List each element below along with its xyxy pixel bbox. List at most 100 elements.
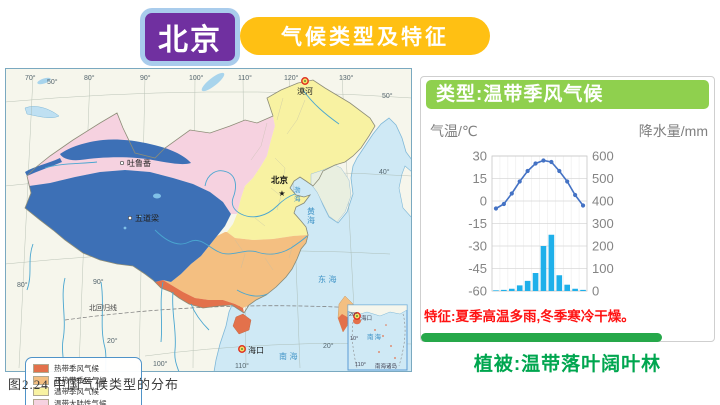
map-label: 90° [140, 74, 151, 82]
turpan-dot [119, 160, 125, 166]
left-axis-tick: 0 [480, 194, 487, 209]
climate-features: 特征:夏季高温多雨,冬季寒冷干燥。 [424, 309, 635, 324]
climograph-svg: 30 600 15 500 0 400 -15 300 -30 200 -45 100 -60 0 气温/℃… [430, 123, 708, 299]
wudaoliang-dot [127, 215, 133, 221]
map-label: 海口 [248, 345, 264, 355]
green-divider [421, 333, 662, 342]
map-label: 110° [355, 362, 366, 368]
legend-item: 温带大陆性气候 [33, 398, 135, 405]
map-label: 东海 [318, 274, 339, 284]
plateau-lake [123, 226, 127, 230]
lake-balkhash [24, 106, 60, 118]
map-label: 20° [323, 342, 334, 350]
map-label: 120° [284, 74, 299, 82]
map-legend: 热带季风气候亚热带季风气候温带季风气候温带大陆性气候高原山地气候 0 500千米 [25, 357, 142, 405]
right-axis-tick: 600 [592, 149, 614, 164]
map-caption: 图2.24 中国气候类型的分布 [8, 377, 180, 392]
lake-baikal [201, 72, 225, 92]
left-axis-tick: -30 [468, 239, 487, 254]
region-tianshan-west [25, 158, 62, 176]
temperature-point [525, 168, 530, 174]
temperature-point [565, 179, 570, 184]
region-plateau [25, 170, 231, 282]
climate-type-header: 类型:温带季风气候 [426, 80, 709, 109]
region-tianshan [60, 139, 191, 165]
legend-label: 亚热带季风气候 [54, 375, 107, 385]
topic-title: 气候类型及特征 [281, 26, 449, 49]
temperature-point [549, 159, 554, 165]
legend-swatch [33, 387, 49, 397]
map-label: 南海诸岛 [375, 362, 398, 370]
legend-swatch [33, 375, 49, 385]
legend-item: 热带季风气候 [33, 363, 135, 375]
map-label: 海口 [361, 314, 372, 322]
region-tropical-monsoon [155, 280, 244, 313]
map-label: 漠河 [297, 86, 313, 96]
left-axis-tick: 15 [473, 171, 487, 186]
map-label: 70° [25, 74, 36, 82]
south-china-sea-inset [347, 304, 408, 371]
city-title: 北京 [158, 24, 222, 57]
temperature-point [517, 179, 522, 184]
map-label: 20° [349, 312, 357, 318]
taiwan-south-tropical [338, 314, 349, 332]
right-axis-tick: 200 [592, 239, 614, 254]
left-axis-title: 气温/℃ [430, 123, 478, 139]
map-label: 80° [84, 74, 95, 82]
map-label: 南海 [279, 351, 300, 361]
beijing-capital-star: ★ [278, 189, 285, 198]
temperature-point [493, 206, 499, 211]
topic-pill: 气候类型及特征 [240, 17, 490, 55]
map-label: 北京 [271, 175, 289, 185]
lake-small [37, 77, 51, 85]
legend-swatch [33, 364, 49, 374]
map-label: 渤海 [294, 185, 302, 203]
haikou-inset-marker-center [355, 314, 359, 318]
temperature-point [557, 168, 562, 174]
precipitation-bar [524, 280, 531, 291]
precipitation-bar [540, 246, 547, 291]
left-axis-tick: -15 [468, 216, 487, 231]
map-label: 40° [379, 168, 390, 176]
right-axis-tick: 400 [592, 194, 614, 209]
precipitation-bar [516, 285, 523, 291]
precipitation-bar [508, 288, 515, 291]
qinghai-lake [153, 193, 161, 199]
china-climate-map: ★ 漠河 北京 吐鲁番 五道梁 海口 渤海 黄海 东海 南海 北回归线 70° 50° 80° 90° 10… [5, 68, 412, 405]
map-label: 南海 [367, 332, 382, 341]
map-label: 五道梁 [135, 213, 159, 223]
precipitation-bar [501, 289, 507, 291]
map-label: 100° [153, 360, 168, 368]
precipitation-bar [564, 284, 571, 291]
province-borders [234, 97, 306, 271]
legend-swatch [33, 398, 49, 405]
climate-info-panel [420, 76, 715, 342]
right-axis-tick: 500 [592, 171, 614, 186]
precipitation-bar [580, 289, 586, 291]
region-temperate-monsoon [227, 80, 375, 240]
vegetation-label: 植被:温带落叶阔叶林 [473, 354, 662, 375]
temperature-point [509, 191, 514, 196]
legend-label: 温带季风气候 [54, 387, 99, 397]
map-label: 20° [107, 337, 118, 345]
climograph: 30 600 15 500 0 400 -15 300 -30 200 -45 100 -60 0 气温/℃… [424, 110, 714, 306]
map-label: 100° [189, 74, 204, 82]
haikou-marker-center [240, 347, 244, 351]
temperature-point [501, 201, 506, 207]
map-label: 吐鲁番 [127, 158, 151, 168]
plot-border [491, 155, 588, 292]
precipitation-bar [532, 273, 539, 291]
plateau-lake [138, 214, 142, 218]
map-label: 北回归线 [89, 303, 117, 312]
legend-item: 亚热带季风气候 [33, 375, 135, 387]
temperature-point [533, 161, 538, 166]
china-border [24, 79, 376, 314]
map-label: 90° [93, 278, 104, 286]
map-label: 130° [339, 74, 354, 82]
precipitation-bar [493, 290, 499, 291]
temperature-point [580, 203, 586, 208]
right-axis-title: 降水量/mm [639, 123, 708, 139]
region-subtropical-monsoon [163, 232, 308, 308]
